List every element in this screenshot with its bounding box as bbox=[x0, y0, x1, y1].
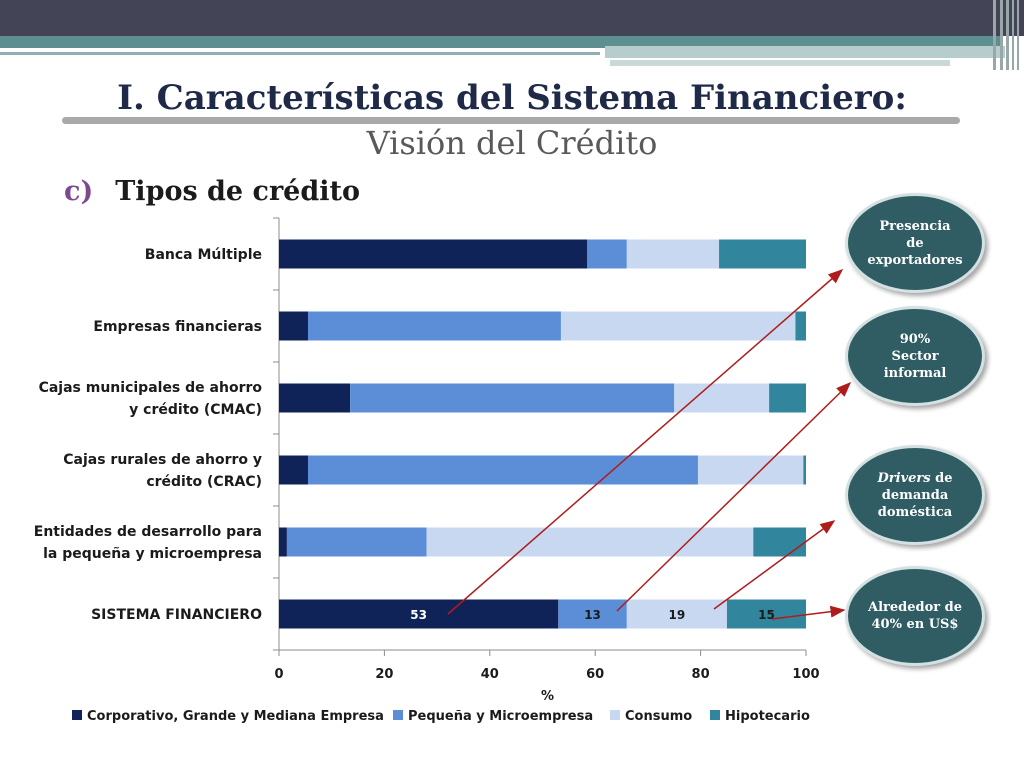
data-label: 15 bbox=[758, 608, 775, 622]
data-label: 19 bbox=[669, 608, 686, 622]
legend-label: Consumo bbox=[625, 709, 692, 724]
x-axis-title: % bbox=[541, 689, 554, 704]
legend-swatch bbox=[610, 710, 620, 720]
annotation-arrow bbox=[447, 269, 844, 615]
category-label: Cajas municipales de ahorro bbox=[39, 380, 263, 396]
bubble-sector-informal: 90% Sector informal bbox=[845, 306, 985, 406]
bar-segment bbox=[307, 311, 561, 341]
bar-segment bbox=[726, 599, 806, 629]
category-label: la pequeña y microempresa bbox=[43, 546, 262, 562]
bubble-demanda-domestica: Drivers de demanda doméstica bbox=[845, 445, 985, 545]
x-tick-label: 80 bbox=[692, 667, 710, 682]
bubble-line: Presencia bbox=[879, 218, 951, 234]
bubble-italic: Drivers bbox=[877, 470, 931, 486]
bubble-line: de bbox=[930, 470, 953, 486]
bubble-line: doméstica bbox=[877, 504, 953, 520]
legend-swatch bbox=[72, 710, 82, 720]
category-label: Empresas financieras bbox=[93, 319, 262, 335]
bar-segment bbox=[426, 527, 754, 557]
decorative-stripes bbox=[990, 0, 1024, 70]
title-divider bbox=[62, 117, 960, 124]
bar-segment bbox=[279, 311, 308, 341]
decorative-line bbox=[605, 46, 1005, 58]
bar-segment bbox=[279, 527, 287, 557]
bar-segment bbox=[279, 455, 308, 485]
bar-segment bbox=[795, 311, 806, 341]
data-label: 13 bbox=[584, 608, 601, 622]
legend-label: Pequeña y Microempresa bbox=[408, 709, 593, 724]
bar-segment bbox=[279, 239, 588, 269]
bar-segment bbox=[626, 599, 727, 629]
category-label: Entidades de desarrollo para bbox=[34, 524, 262, 540]
bubble-line: de bbox=[906, 235, 924, 251]
bubble-line: demanda bbox=[881, 487, 949, 503]
decorative-band bbox=[0, 36, 1000, 48]
bar-segment bbox=[279, 383, 351, 413]
category-label: Banca Múltiple bbox=[145, 247, 262, 263]
bubble-exportadores: Presencia de exportadores bbox=[845, 193, 985, 293]
legend-swatch bbox=[710, 710, 720, 720]
decorative-line bbox=[0, 52, 600, 55]
bar-segment bbox=[558, 599, 627, 629]
category-label: crédito (CRAC) bbox=[146, 474, 262, 490]
x-tick-label: 20 bbox=[375, 667, 393, 682]
bubble-dolarizacion: Alrededor de 40% en US$ bbox=[845, 566, 985, 666]
section-text: Tipos de crédito bbox=[115, 176, 360, 207]
section-heading: c) Tipos de crédito bbox=[64, 176, 360, 207]
legend-label: Corporativo, Grande y Mediana Empresa bbox=[87, 709, 384, 724]
bar-segment bbox=[286, 527, 427, 557]
bar-segment bbox=[560, 311, 796, 341]
x-tick-label: 100 bbox=[792, 667, 819, 682]
annotation-arrow bbox=[713, 520, 836, 610]
x-tick-label: 40 bbox=[481, 667, 499, 682]
x-tick-label: 60 bbox=[586, 667, 604, 682]
top-banner bbox=[0, 0, 1024, 36]
annotation-arrow bbox=[616, 381, 852, 612]
bubble-line: Alrededor de bbox=[867, 600, 962, 615]
bar-segment bbox=[626, 239, 720, 269]
bar-segment bbox=[719, 239, 806, 269]
bar-segment bbox=[279, 599, 559, 629]
bubble-line: 90% bbox=[899, 331, 931, 347]
bar-segment bbox=[307, 455, 698, 485]
decorative-line bbox=[610, 60, 950, 66]
data-label: 53 bbox=[410, 608, 427, 622]
legend-swatch bbox=[393, 710, 403, 720]
bar-segment bbox=[769, 383, 806, 413]
annotation-arrow bbox=[771, 605, 846, 620]
bar-segment bbox=[803, 455, 806, 485]
x-tick-label: 0 bbox=[274, 667, 283, 682]
bar-segment bbox=[587, 239, 627, 269]
bar-segment bbox=[674, 383, 770, 413]
bubble-line: exportadores bbox=[867, 252, 963, 268]
bar-segment bbox=[350, 383, 675, 413]
category-label: SISTEMA FINANCIERO bbox=[91, 607, 262, 623]
bubble-line: 40% en US$ bbox=[871, 617, 959, 632]
category-label: y crédito (CMAC) bbox=[129, 402, 262, 418]
section-marker: c) bbox=[64, 176, 94, 207]
slide-subtitle: Visión del Crédito bbox=[366, 124, 658, 162]
category-label: Cajas rurales de ahorro y bbox=[63, 452, 262, 468]
slide-title: I. Características del Sistema Financier… bbox=[117, 78, 907, 118]
bubble-line: Sector informal bbox=[883, 348, 947, 381]
legend-label: Hipotecario bbox=[725, 709, 810, 724]
bar-segment bbox=[753, 527, 806, 557]
